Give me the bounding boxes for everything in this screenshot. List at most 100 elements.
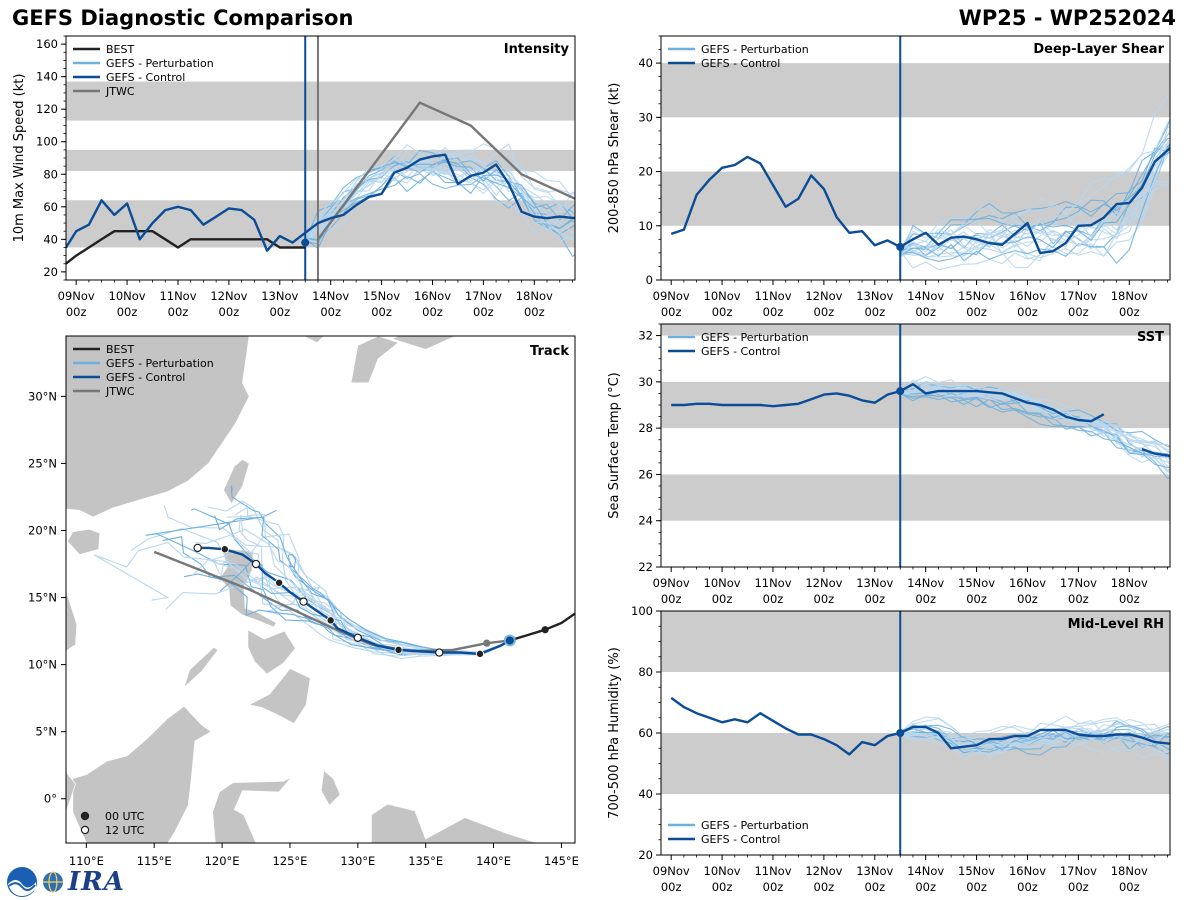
x-tick-label-hour: 00z: [864, 305, 885, 319]
x-tick-label-hour: 00z: [661, 880, 682, 894]
y-tick-label: 20: [43, 265, 58, 279]
perturbation-member-line: [305, 171, 575, 258]
x-tick-label-day: 18Nov: [1111, 576, 1148, 590]
x-tick-label-day: 14Nov: [907, 289, 944, 303]
panel-shear: 0 10 20 30 40 09Nov 00z 10Nov 00z 11Nov 00z 12Nov 00…: [607, 35, 1171, 319]
track-point-12utc: [353, 633, 363, 642]
perturbation-member-line: [900, 141, 1170, 259]
perturbation-member-line: [899, 734, 1170, 752]
x-tick-label-day: 14Nov: [907, 864, 944, 878]
lat-tick-label: 5°N: [35, 725, 57, 739]
land-polygon: [72, 705, 212, 843]
x-tick-label-day: 10Nov: [704, 576, 741, 590]
land-polygon: [371, 803, 575, 843]
x-tick-label-hour: 00z: [864, 592, 885, 606]
x-tick-label-day: 18Nov: [1111, 289, 1148, 303]
panel-title: Intensity: [504, 42, 570, 57]
land-polygon: [183, 646, 219, 689]
x-tick-label-day: 11Nov: [754, 576, 791, 590]
track-point-00utc: [394, 645, 403, 654]
jtwc-series-line: [317, 101, 575, 241]
legend-label: BEST: [106, 43, 134, 56]
panel-title: SST: [1137, 330, 1164, 345]
track-point-00utc: [220, 545, 229, 554]
panel-title: Track: [530, 344, 569, 359]
perturbation-track: [145, 509, 511, 655]
perturbation-member-line: [899, 386, 1170, 463]
init-point-marker: [896, 729, 905, 737]
x-tick-label-hour: 00z: [1017, 592, 1038, 606]
y-tick-label: 40: [638, 787, 653, 801]
y-tick-label: 30: [638, 110, 653, 124]
x-tick-label-hour: 00z: [763, 305, 784, 319]
x-tick-label-day: 10Nov: [704, 289, 741, 303]
track-point-00utc: [275, 578, 284, 587]
y-tick-label: 26: [638, 467, 653, 481]
x-tick-label-hour: 00z: [915, 880, 936, 894]
perturbation-member-line: [900, 392, 1170, 479]
control-series-line: [670, 696, 1170, 756]
x-tick-label-hour: 00z: [1068, 305, 1089, 319]
panel-rh: 20 40 60 80 100 09Nov 00z 10Nov 00z 11Nov 00z 12Nov…: [607, 604, 1171, 894]
x-tick-label-hour: 00z: [814, 592, 835, 606]
plot-area: [66, 36, 575, 280]
x-tick-label-day: 15Nov: [958, 289, 995, 303]
lat-tick-label: 25°N: [28, 456, 57, 470]
perturbation-member-line: [304, 143, 575, 241]
lon-tick-label: 140°E: [476, 854, 511, 868]
threshold-band: [661, 63, 1170, 118]
x-tick-label-day: 09Nov: [653, 576, 690, 590]
x-tick-label-day: 12Nov: [210, 289, 247, 303]
perturbation-member-line: [304, 160, 575, 244]
x-tick-label-hour: 00z: [1017, 305, 1038, 319]
lon-tick-label: 120°E: [205, 854, 240, 868]
x-tick-label-day: 09Nov: [653, 864, 690, 878]
y-tick-label: 28: [638, 421, 653, 435]
x-tick-label-hour: 00z: [1119, 305, 1140, 319]
x-tick-label-hour: 00z: [1068, 592, 1089, 606]
x-tick-label-hour: 00z: [915, 305, 936, 319]
x-tick-label-day: 15Nov: [958, 576, 995, 590]
time-legend-label: 00 UTC: [105, 810, 145, 823]
legend-label: JTWC: [105, 385, 135, 398]
legend-label: GEFS - Perturbation: [701, 819, 809, 832]
x-tick-label-day: 12Nov: [805, 864, 842, 878]
x-tick-label-hour: 00z: [712, 592, 733, 606]
x-tick-label-hour: 00z: [915, 592, 936, 606]
threshold-band: [661, 474, 1170, 521]
panel-title: Deep-Layer Shear: [1033, 42, 1164, 57]
y-tick-label: 24: [638, 514, 653, 528]
track-point-00utc: [475, 649, 484, 658]
axes-frame: [660, 323, 1171, 568]
y-tick-label: 20: [638, 848, 653, 862]
y-tick-label: 140: [36, 70, 58, 84]
perturbation-member-line: [900, 724, 1170, 751]
lat-tick-label: 0°: [44, 792, 57, 806]
x-tick-label-hour: 00z: [269, 305, 290, 319]
x-tick-label-day: 16Nov: [1009, 864, 1046, 878]
panel-sst: 22 24 26 28 30 32 09Nov 00z 10Nov 00z 11Nov 00z 12No…: [607, 323, 1171, 606]
legend-label: GEFS - Perturbation: [701, 331, 809, 344]
jtwc-point: [483, 639, 491, 647]
lat-tick-label: 15°N: [28, 591, 57, 605]
time-legend-marker: [80, 825, 90, 835]
x-tick-label-hour: 00z: [320, 305, 341, 319]
noaa-icon: [7, 867, 37, 897]
legend-label: GEFS - Control: [701, 57, 780, 70]
threshold-band: [661, 324, 1170, 336]
land-polygon: [320, 769, 341, 806]
threshold-band: [661, 611, 1170, 672]
legend-label: GEFS - Perturbation: [701, 43, 809, 56]
x-tick-label-hour: 00z: [864, 880, 885, 894]
perturbation-member-line: [304, 164, 575, 243]
x-tick-label-hour: 00z: [66, 305, 87, 319]
perturbation-member-line: [305, 160, 575, 241]
land-polygon: [247, 629, 296, 675]
land-polygon: [248, 668, 311, 725]
land-polygon: [350, 336, 400, 384]
map-frame: [65, 335, 576, 844]
panel-track: 110°E 115°E 120°E 125°E 130°E 135°E 140°E 145°E…: [28, 335, 579, 868]
storm-id-title: WP25 - WP252024: [958, 6, 1176, 30]
land-polygon: [212, 776, 292, 843]
perturbation-member-line: [899, 119, 1170, 253]
